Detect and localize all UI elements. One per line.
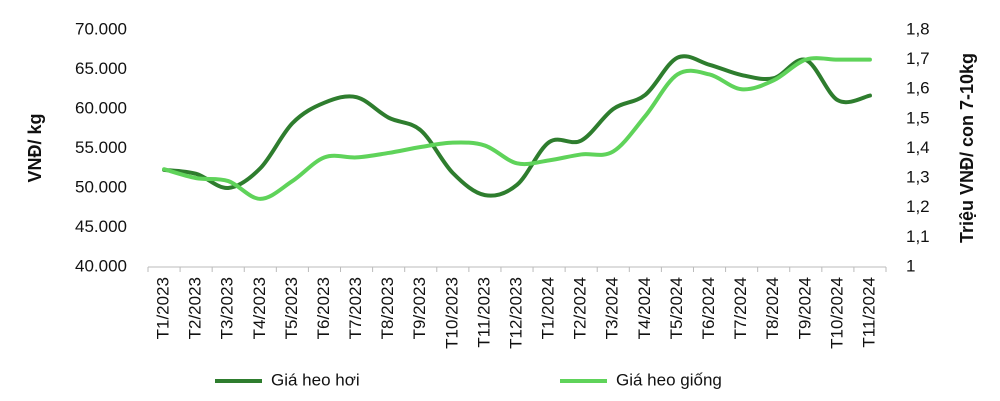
y-tick-label: 40.000 [75,256,127,275]
x-tick-label: T7/2024 [731,277,750,339]
x-tick-label: T3/2023 [218,277,237,339]
x-tick-label: T4/2023 [250,277,269,339]
series-line [162,54,872,198]
x-tick-label: T6/2023 [314,277,333,339]
y-tick-label: 60.000 [75,98,127,117]
x-tick-label: T3/2024 [603,277,622,339]
x-tick-label: T2/2024 [571,277,590,339]
x-tick-label: T8/2023 [378,277,397,339]
x-tick-label: T10/2024 [827,277,846,349]
y2-tick-label: 1,4 [906,138,930,157]
x-tick-label: T9/2024 [795,277,814,339]
y2-tick-label: 1,5 [906,108,930,127]
x-tick-label: T7/2023 [346,277,365,339]
x-tick-label: T1/2024 [539,277,558,339]
x-tick-label: T5/2023 [282,277,301,339]
y-axis-title: VNĐ/ kg [25,113,45,182]
y-tick-label: 50.000 [75,177,127,196]
y2-tick-label: 1,7 [906,49,930,68]
x-tick-label: T4/2024 [635,277,654,339]
y2-tick-label: 1,2 [906,197,930,216]
x-tick-label: T9/2023 [410,277,429,339]
x-tick-label: T8/2024 [763,277,782,339]
y2-axis-title: Triệu VNĐ/ con 7-10kg [957,53,977,243]
x-tick-label: T2/2023 [186,277,205,339]
x-tick-label: T12/2023 [506,277,525,349]
x-tick-label: T6/2024 [699,277,718,339]
y-tick-label: 65.000 [75,59,127,78]
x-tick-label: T11/2023 [474,277,493,348]
x-tick-label: T10/2023 [442,277,461,349]
y2-tick-label: 1,1 [906,227,930,246]
y2-tick-label: 1,6 [906,79,930,98]
y2-tick-label: 1 [906,256,915,275]
y-tick-label: 70.000 [75,19,127,38]
y-tick-label: 45.000 [75,217,127,236]
y2-tick-label: 1,3 [906,168,930,187]
x-tick-label: T1/2023 [154,277,173,339]
legend-label: Giá heo giống [616,370,722,389]
y-tick-label: 55.000 [75,138,127,157]
series-line [162,56,872,201]
x-tick-label: T5/2024 [667,277,686,339]
x-tick-label: T11/2024 [859,277,878,348]
y2-tick-label: 1,8 [906,19,930,38]
legend-label: Giá heo hơi [271,370,360,389]
